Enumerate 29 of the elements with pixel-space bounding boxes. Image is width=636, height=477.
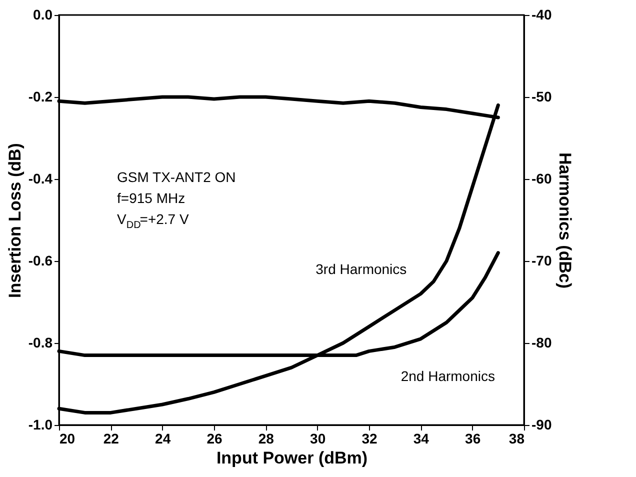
x-axis-title: Input Power (dBm) xyxy=(216,448,368,468)
y2-tick-label: -60 xyxy=(532,170,552,186)
y-tick-label: -0.6 xyxy=(28,252,53,268)
x-tick-label: 32 xyxy=(362,430,378,446)
y2-tick-label: -80 xyxy=(532,334,552,350)
x-tick-label: 28 xyxy=(258,430,274,446)
y2-tick-label: -90 xyxy=(532,416,552,432)
y-tick-label: 0.0 xyxy=(33,6,53,22)
x-tick-label: 36 xyxy=(465,430,481,446)
y-tick-label: -0.2 xyxy=(28,88,53,104)
x-tick-label: 22 xyxy=(103,430,120,446)
x-tick-label: 26 xyxy=(206,430,222,446)
series-label: 3rd Harmonics xyxy=(316,260,407,277)
x-tick-label: 20 xyxy=(60,430,76,446)
y-tick-label: -1.0 xyxy=(28,416,53,432)
x-tick-label: 38 xyxy=(508,430,525,446)
y-axis-title: Insertion Loss (dB) xyxy=(5,143,24,298)
y-tick-label: -0.8 xyxy=(28,334,53,350)
y2-tick-label: -50 xyxy=(532,88,552,104)
x-tick-label: 34 xyxy=(413,430,430,446)
annotation: f=915 MHz xyxy=(117,190,186,206)
y2-tick-label: -40 xyxy=(532,6,552,22)
y2-axis-title: Harmonics (dBc) xyxy=(556,152,575,289)
annotation: GSM TX-ANT2 ON xyxy=(117,169,236,185)
y2-tick-label: -70 xyxy=(532,252,552,268)
y-tick-label: -0.4 xyxy=(28,170,53,186)
x-tick-label: 24 xyxy=(155,430,171,446)
series-label: 2nd Harmonics xyxy=(400,368,495,384)
x-tick-label: 30 xyxy=(310,430,326,446)
